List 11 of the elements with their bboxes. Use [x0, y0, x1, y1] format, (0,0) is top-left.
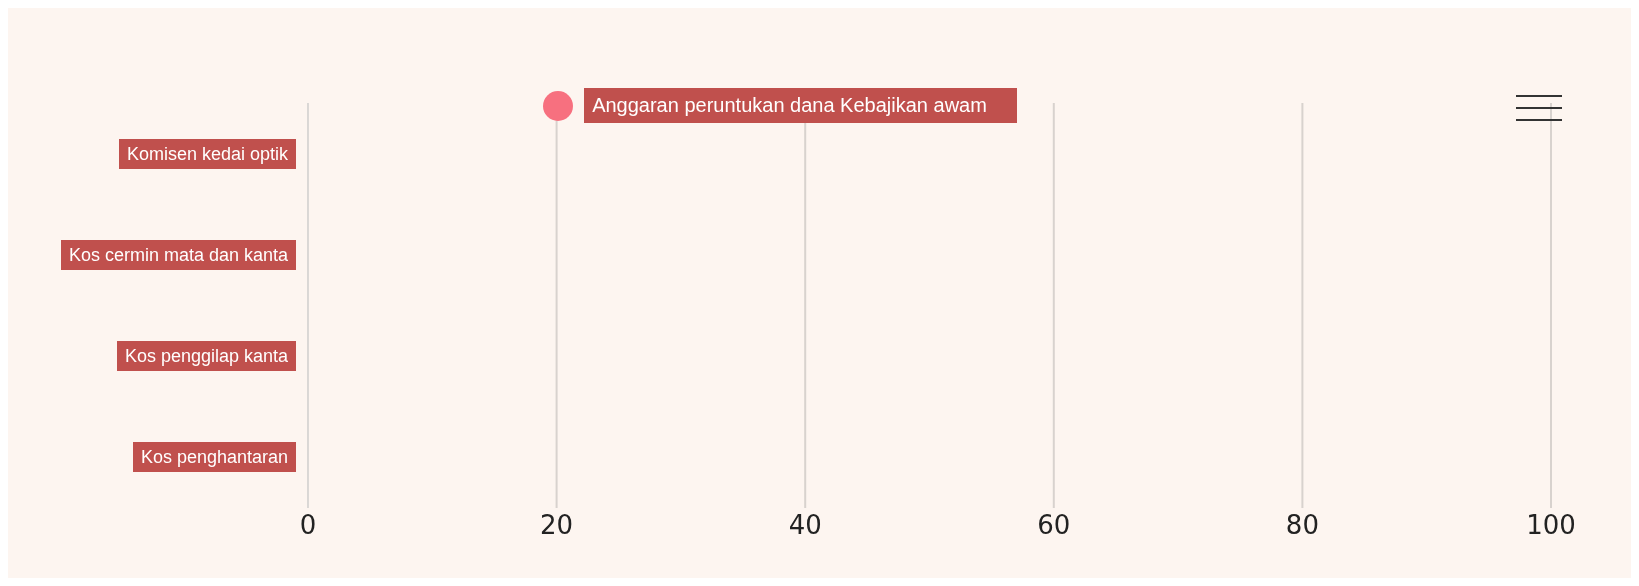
legend-label: Anggaran peruntukan dana Kebajikan awam [584, 88, 1017, 123]
y-tick-label: Komisen kedai optik [118, 138, 296, 169]
y-tick-label: Kos penggilap kanta [116, 341, 296, 372]
x-tick-label: 40 [788, 510, 822, 541]
x-tick-label: 20 [540, 510, 574, 541]
x-tick-label: 80 [1285, 510, 1319, 541]
x-tick-label: 100 [1526, 510, 1576, 541]
y-tick-label: Kos cermin mata dan kanta [60, 239, 296, 270]
x-tick-label: 60 [1037, 510, 1071, 541]
x-tick-label: 0 [299, 510, 317, 541]
y-tick-label: Kos penghantaran [132, 442, 296, 473]
